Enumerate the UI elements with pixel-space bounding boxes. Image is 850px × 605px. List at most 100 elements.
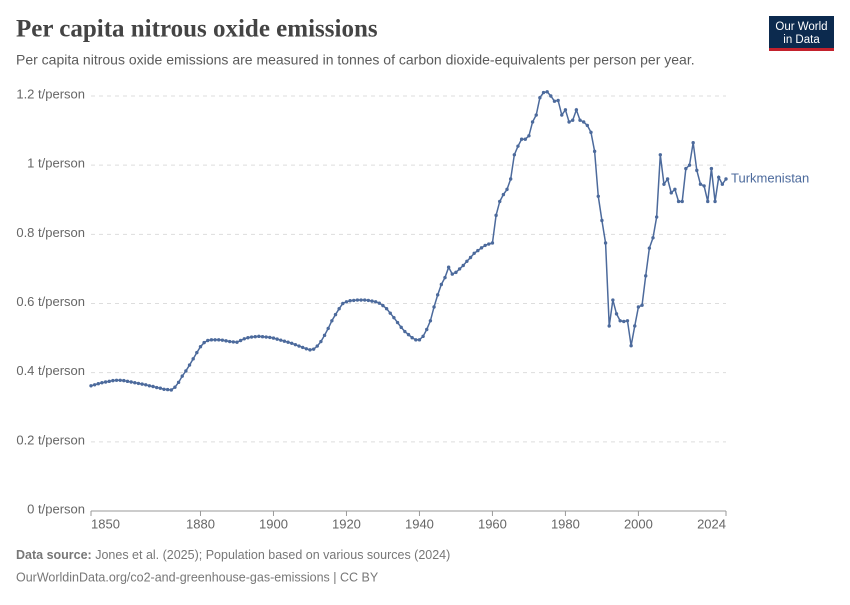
data-point	[363, 298, 367, 302]
data-point	[523, 137, 527, 141]
data-point	[279, 338, 283, 342]
data-point	[388, 311, 392, 315]
data-point	[384, 306, 389, 311]
chart-subtitle: Per capita nitrous oxide emissions are m…	[16, 52, 695, 68]
data-point	[209, 338, 214, 342]
data-point	[89, 384, 93, 388]
data-point	[151, 384, 155, 389]
data-point	[169, 388, 173, 392]
data-point	[479, 246, 484, 250]
data-point	[300, 345, 305, 350]
data-point	[187, 363, 192, 367]
data-point	[231, 340, 236, 344]
data-point	[319, 339, 323, 344]
data-point	[410, 336, 414, 340]
data-point	[662, 182, 666, 186]
data-point	[552, 99, 557, 103]
data-point	[184, 369, 188, 373]
data-point	[235, 340, 239, 344]
data-point	[406, 332, 411, 337]
data-point	[220, 338, 225, 342]
data-point	[421, 334, 425, 339]
data-point	[227, 339, 232, 344]
data-point	[541, 90, 546, 95]
data-point	[644, 274, 648, 278]
data-point	[249, 335, 254, 339]
data-point	[238, 338, 243, 343]
data-point	[589, 130, 593, 135]
data-point	[435, 293, 440, 297]
x-tick-label: 1940	[405, 516, 434, 531]
data-point	[684, 166, 688, 171]
data-point	[508, 177, 513, 181]
data-point	[618, 319, 622, 323]
data-point	[640, 303, 644, 307]
data-point	[472, 251, 476, 256]
data-point	[114, 378, 119, 382]
y-tick-label: 0.4 t/person	[16, 363, 85, 378]
data-point	[680, 199, 684, 204]
data-point	[636, 305, 641, 309]
y-tick-label: 0.2 t/person	[16, 432, 85, 447]
data-point	[476, 248, 480, 253]
data-point	[625, 319, 630, 323]
x-tick-label: 1850	[91, 516, 120, 531]
data-point	[468, 255, 473, 260]
data-point	[519, 137, 524, 141]
y-tick-label: 1 t/person	[27, 156, 85, 171]
data-point	[370, 299, 374, 303]
y-tick-label: 0.8 t/person	[16, 225, 85, 240]
data-point	[567, 120, 571, 124]
data-point	[103, 380, 108, 384]
data-point	[271, 336, 276, 340]
data-point	[651, 236, 655, 240]
data-point	[352, 298, 356, 303]
data-point	[147, 384, 152, 388]
data-point	[355, 298, 360, 302]
data-point	[560, 113, 564, 117]
data-point	[545, 90, 549, 94]
data-point	[713, 199, 717, 204]
data-point	[454, 270, 458, 275]
data-point	[202, 340, 206, 345]
data-point	[308, 348, 312, 352]
data-point	[373, 300, 378, 304]
data-point	[348, 299, 352, 303]
data-point	[647, 246, 652, 250]
logo[interactable]: Our World in Data	[769, 16, 834, 51]
data-point	[282, 339, 287, 343]
data-point	[717, 175, 721, 179]
logo-stripe	[769, 48, 834, 51]
data-point	[224, 339, 228, 343]
data-point	[381, 303, 385, 308]
data-point	[158, 386, 163, 390]
data-point	[293, 342, 298, 347]
data-point	[669, 191, 673, 195]
data-point	[275, 337, 279, 341]
x-tick-label: 1960	[478, 516, 507, 531]
data-point	[140, 382, 144, 386]
data-point	[359, 298, 363, 302]
data-point	[403, 329, 407, 334]
data-point	[311, 347, 316, 351]
y-tick-label: 1.2 t/person	[16, 86, 85, 101]
data-point	[107, 379, 111, 384]
data-point	[534, 113, 538, 117]
data-point	[622, 319, 626, 324]
data-point	[592, 149, 597, 154]
chart-title: Per capita nitrous oxide emissions	[16, 16, 378, 43]
data-point	[264, 335, 268, 339]
data-point	[425, 327, 429, 332]
data-point	[198, 345, 203, 349]
data-point	[439, 282, 444, 287]
data-point	[498, 199, 502, 204]
data-point	[290, 341, 294, 345]
data-point	[253, 335, 257, 339]
source-text: Jones et al. (2025); Population based on…	[95, 548, 450, 562]
x-tick-label: 1920	[332, 516, 361, 531]
data-point	[596, 194, 600, 198]
data-point	[563, 108, 568, 112]
data-point	[629, 343, 633, 348]
data-point	[304, 347, 309, 351]
